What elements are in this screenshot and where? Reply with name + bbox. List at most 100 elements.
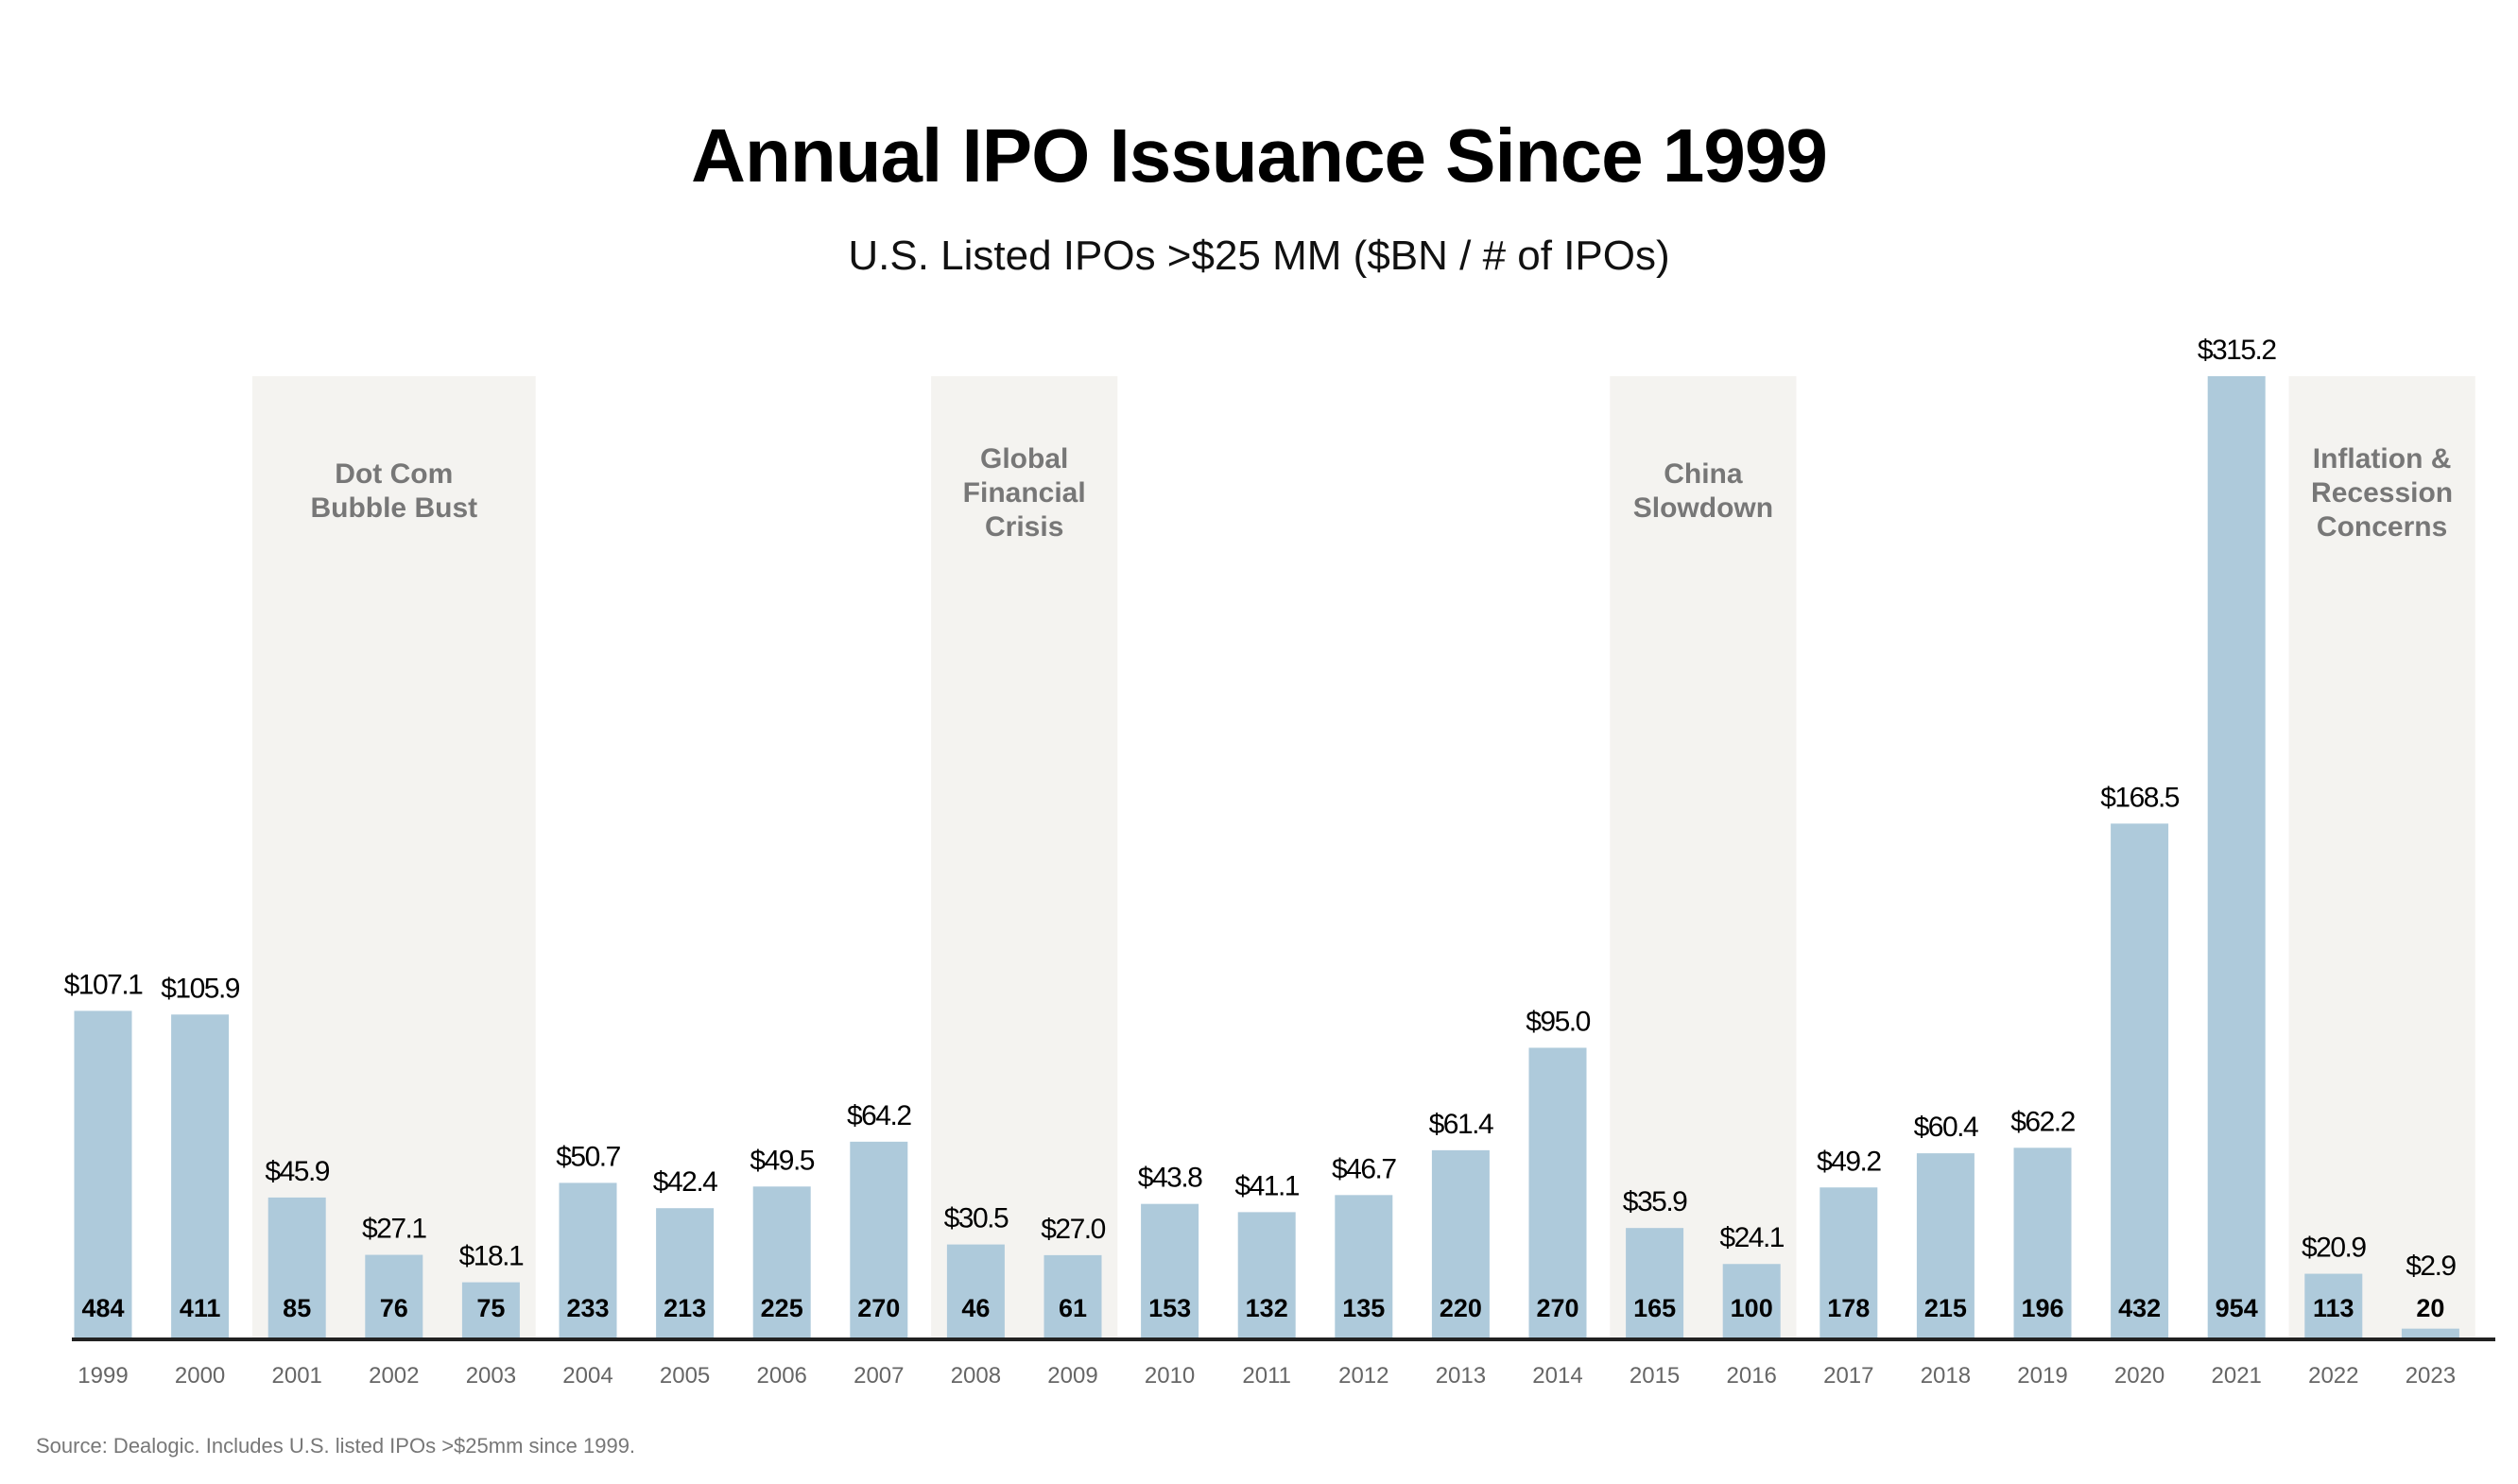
year-label: 2017: [1823, 1363, 1873, 1389]
bar-2015: [1626, 1228, 1684, 1337]
bar-2012: [1335, 1195, 1393, 1337]
bar-1999: [74, 1010, 132, 1337]
value-label: $49.5: [750, 1145, 814, 1176]
region-label: China: [1664, 458, 1743, 490]
value-label: $41.1: [1234, 1170, 1299, 1201]
year-label: 2003: [466, 1363, 516, 1389]
region-band: [931, 376, 1118, 1337]
count-label: 270: [1536, 1294, 1578, 1322]
bar-2000: [171, 1014, 230, 1337]
chart-title: Annual IPO Issuance Since 1999: [691, 113, 1827, 198]
region-label: Dot Com: [335, 458, 453, 490]
year-label: 2009: [1047, 1363, 1097, 1389]
count-label: 85: [283, 1294, 311, 1322]
region-label: Inflation &: [2313, 443, 2452, 475]
value-label: $27.1: [362, 1214, 426, 1245]
bars: $107.1 484 $105.9 411 $45.9 85 $27.1 76 $18.1 75 $…: [64, 335, 2459, 1337]
value-label: $168.5: [2100, 782, 2180, 813]
year-label: 2021: [2212, 1363, 2262, 1389]
year-label: 2004: [562, 1363, 612, 1389]
count-label: 75: [476, 1294, 505, 1322]
value-label: $46.7: [1332, 1153, 1396, 1184]
bar-2003: [461, 1282, 520, 1337]
count-label: 213: [664, 1294, 706, 1322]
year-label: 2002: [369, 1363, 419, 1389]
year-label: 2000: [175, 1363, 225, 1389]
count-label: 270: [857, 1294, 900, 1322]
value-label: $35.9: [1623, 1186, 1687, 1217]
year-label: 2016: [1727, 1363, 1777, 1389]
count-label: 411: [180, 1294, 221, 1322]
year-label: 2006: [757, 1363, 807, 1389]
value-label: $60.4: [1914, 1112, 1978, 1143]
count-label: 215: [1924, 1294, 1967, 1322]
bar-2010: [1141, 1203, 1199, 1337]
bar-2009: [1043, 1254, 1102, 1337]
value-label: $20.9: [2302, 1233, 2366, 1264]
year-label: 2005: [660, 1363, 710, 1389]
year-label: 2020: [2114, 1363, 2164, 1389]
value-label: $315.2: [2198, 335, 2277, 366]
value-label: $24.1: [1719, 1222, 1784, 1253]
bar-2017: [1820, 1187, 1878, 1337]
chart-subtitle: U.S. Listed IPOs >$25 MM ($BN / # of IPO…: [848, 233, 1669, 279]
bar-2001: [267, 1197, 326, 1337]
region-label: Crisis: [985, 511, 1063, 543]
bar-2004: [559, 1182, 617, 1337]
count-label: 20: [2416, 1294, 2444, 1322]
count-label: 954: [2216, 1294, 2258, 1322]
source-note: Source: Dealogic. Includes U.S. listed I…: [36, 1434, 635, 1458]
bar-2016: [1722, 1264, 1781, 1337]
count-label: 61: [1059, 1294, 1087, 1322]
value-label: $64.2: [847, 1100, 911, 1131]
bar-2021: [2207, 376, 2266, 1337]
value-label: $42.4: [653, 1166, 717, 1198]
bar-2008: [946, 1244, 1005, 1337]
year-label: 2008: [951, 1363, 1001, 1389]
value-label: $95.0: [1526, 1006, 1590, 1037]
value-label: $50.7: [556, 1141, 620, 1172]
region-label: Bubble Bust: [310, 492, 477, 524]
region-label: Slowdown: [1633, 492, 1773, 524]
count-label: 46: [961, 1294, 990, 1322]
count-label: 196: [2021, 1294, 2063, 1322]
region-label: Concerns: [2317, 511, 2447, 543]
region-label: Financial: [963, 477, 1086, 509]
count-label: 132: [1246, 1294, 1288, 1322]
value-label: $107.1: [64, 969, 144, 1000]
region-label: Global: [980, 443, 1068, 475]
bar-2020: [2111, 823, 2169, 1337]
bar-2013: [1431, 1149, 1490, 1337]
count-label: 113: [2313, 1294, 2354, 1322]
year-label: 2022: [2308, 1363, 2358, 1389]
count-label: 220: [1440, 1294, 1482, 1322]
year-label: 2019: [2017, 1363, 2067, 1389]
bar-2014: [1528, 1047, 1587, 1337]
value-label: $49.2: [1817, 1146, 1881, 1177]
year-label: 2018: [1921, 1363, 1971, 1389]
count-label: 153: [1148, 1294, 1191, 1322]
bar-2011: [1237, 1212, 1296, 1337]
region-band: [1610, 376, 1797, 1337]
bar-2007: [850, 1141, 908, 1337]
count-label: 178: [1827, 1294, 1870, 1322]
value-label: $2.9: [2406, 1251, 2456, 1282]
value-label: $43.8: [1138, 1163, 1202, 1194]
count-label: 165: [1633, 1294, 1676, 1322]
year-label: 2014: [1532, 1363, 1582, 1389]
value-label: $105.9: [161, 973, 240, 1004]
value-label: $18.1: [459, 1241, 524, 1272]
year-label: 2010: [1145, 1363, 1195, 1389]
value-label: $45.9: [265, 1156, 329, 1187]
region-band: [251, 376, 536, 1337]
count-label: 225: [761, 1294, 803, 1322]
count-label: 76: [380, 1294, 408, 1322]
count-label: 100: [1731, 1294, 1773, 1322]
count-label: 135: [1342, 1294, 1385, 1322]
bar-2006: [752, 1186, 811, 1337]
year-label: 2012: [1338, 1363, 1388, 1389]
year-label: 1999: [78, 1363, 128, 1389]
region-band: [2288, 376, 2475, 1337]
